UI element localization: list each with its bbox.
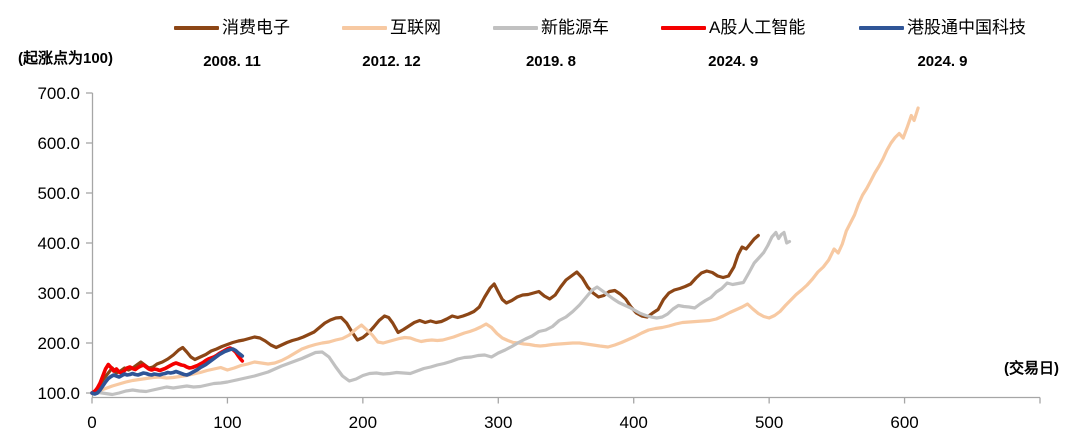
legend-line-swatch-internet xyxy=(342,26,387,30)
legend-start-date: 2012. 12 xyxy=(362,53,421,70)
series-line-new-energy-vehicles xyxy=(90,230,792,397)
x-axis-unit-note: (交易日) xyxy=(1004,360,1059,377)
legend-start-date: 2024. 9 xyxy=(708,53,759,70)
series-line-hk-connect-china-tech xyxy=(90,347,245,396)
x-tick-label: 500 xyxy=(755,413,783,432)
legend-series-label: 新能源车 xyxy=(541,18,609,37)
y-tick-label: 300.0 xyxy=(37,284,80,303)
y-tick-label: 100.0 xyxy=(37,384,80,403)
legend-line-swatch-consumer-electronics xyxy=(174,26,219,30)
x-tick-label: 100 xyxy=(213,413,241,432)
y-axis-unit-note: (起涨点为100) xyxy=(18,50,114,67)
y-tick-label: 600.0 xyxy=(37,134,80,153)
legend-item-internet: 互联网 2012. 12 xyxy=(342,19,441,70)
legend-start-date: 2019. 8 xyxy=(525,53,577,70)
x-tick-label: 0 xyxy=(87,413,96,432)
y-tick-label: 700.0 xyxy=(37,84,80,103)
y-tick-label: 400.0 xyxy=(37,234,80,253)
y-tick-label: 200.0 xyxy=(37,334,80,353)
x-tick-label: 200 xyxy=(349,413,377,432)
legend-line-swatch-new-energy-vehicles xyxy=(493,26,538,30)
legend-series-label: 港股通中国科技 xyxy=(907,18,1026,37)
legend-start-date: 2024. 9 xyxy=(917,53,968,70)
y-tick-label: 500.0 xyxy=(37,184,80,203)
x-tick-label: 300 xyxy=(484,413,512,432)
legend-series-label: A股人工智能 xyxy=(709,18,806,37)
legend-start-date: 2008. 11 xyxy=(203,53,261,70)
legend-line-swatch-hk-connect-china-tech xyxy=(859,26,904,30)
chart-legend: 消费电子 2008. 11 互联网 2012. 12 新能源车 2019. 8 A股人工智能… xyxy=(0,19,1080,81)
x-tick-label: 600 xyxy=(890,413,918,432)
x-tick-label: 400 xyxy=(620,413,648,432)
legend-item-hk-connect-china-tech: 港股通中国科技 2024. 9 xyxy=(859,19,1026,70)
series-line-internet xyxy=(90,106,920,395)
legend-item-a-share-ai: A股人工智能 2024. 9 xyxy=(661,19,805,70)
legend-line-swatch-a-share-ai xyxy=(661,26,706,30)
legend-series-label: 消费电子 xyxy=(222,18,290,37)
legend-item-new-energy-vehicles: 新能源车 2019. 8 xyxy=(493,19,609,70)
legend-series-label: 互联网 xyxy=(390,18,441,37)
legend-item-consumer-electronics: 消费电子 2008. 11 xyxy=(174,19,290,70)
